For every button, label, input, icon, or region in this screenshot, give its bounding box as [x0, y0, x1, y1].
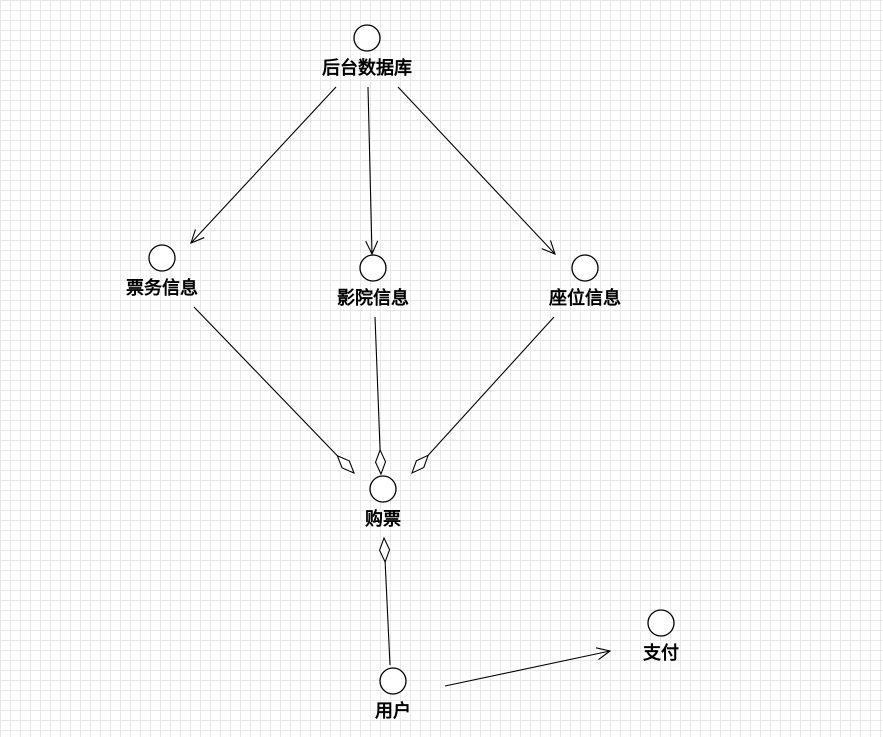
- node-cinema-info-circle[interactable]: [359, 254, 387, 282]
- node-payment-circle[interactable]: [647, 609, 675, 637]
- node-seat-info-circle[interactable]: [571, 254, 599, 282]
- node-backend-db[interactable]: 后台数据库: [322, 24, 412, 79]
- edge-user-to-payment-arrowhead: [595, 647, 612, 661]
- node-user-circle[interactable]: [379, 667, 407, 695]
- edge-cinema-info-to-purchase[interactable]: [374, 316, 387, 476]
- node-user[interactable]: 用户: [375, 667, 411, 722]
- node-ticket-info-label: 票务信息: [126, 277, 198, 299]
- edge-cinema-info-to-purchase-diamond: [374, 448, 387, 476]
- node-payment[interactable]: 支付: [642, 609, 679, 664]
- node-purchase[interactable]: 购票: [365, 475, 401, 530]
- node-backend-db-label: 后台数据库: [322, 57, 412, 79]
- edge-seat-info-to-purchase-diamond: [411, 454, 430, 475]
- edge-ticket-info-to-purchase-diamond: [336, 454, 355, 475]
- node-payment-label: 支付: [642, 642, 679, 664]
- edge-backend-db-to-ticket-info[interactable]: [190, 86, 337, 244]
- node-purchase-circle[interactable]: [369, 475, 397, 503]
- edge-seat-info-to-purchase[interactable]: [411, 316, 555, 475]
- edge-user-to-purchase[interactable]: [378, 536, 391, 666]
- node-cinema-info[interactable]: 影院信息: [337, 254, 409, 309]
- edge-backend-db-to-cinema-info-line[interactable]: [367, 86, 373, 255]
- edges-layer: [190, 86, 612, 687]
- edge-seat-info-to-purchase-line[interactable]: [427, 316, 555, 456]
- edge-cinema-info-to-purchase-line[interactable]: [374, 316, 381, 451]
- edge-backend-db-to-seat-info-arrowhead: [541, 240, 556, 255]
- node-backend-db-circle[interactable]: [353, 24, 381, 52]
- edge-backend-db-to-ticket-info-line[interactable]: [190, 86, 337, 244]
- node-seat-info[interactable]: 座位信息: [549, 254, 621, 309]
- node-user-label: 用户: [375, 700, 411, 722]
- node-cinema-info-label: 影院信息: [337, 287, 409, 309]
- node-ticket-info[interactable]: 票务信息: [126, 244, 198, 299]
- edge-user-to-purchase-diamond: [378, 536, 391, 564]
- edge-backend-db-to-seat-info-line[interactable]: [397, 86, 556, 255]
- node-ticket-info-circle[interactable]: [148, 244, 176, 272]
- node-seat-info-label: 座位信息: [549, 287, 621, 309]
- edge-user-to-payment-line[interactable]: [444, 650, 611, 687]
- edge-backend-db-to-cinema-info-arrowhead: [365, 240, 379, 256]
- edge-backend-db-to-cinema-info[interactable]: [365, 86, 379, 256]
- nodes-layer: 后台数据库 票务信息 影院信息 座位信息 购票 用户: [126, 24, 679, 722]
- edge-user-to-purchase-line[interactable]: [384, 561, 391, 666]
- edge-backend-db-to-ticket-info-arrowhead: [190, 229, 205, 244]
- edge-ticket-info-to-purchase[interactable]: [193, 306, 355, 475]
- node-purchase-label: 购票: [365, 508, 401, 530]
- edge-user-to-payment[interactable]: [444, 647, 612, 687]
- edge-backend-db-to-seat-info[interactable]: [397, 86, 556, 255]
- edge-ticket-info-to-purchase-line[interactable]: [193, 306, 338, 457]
